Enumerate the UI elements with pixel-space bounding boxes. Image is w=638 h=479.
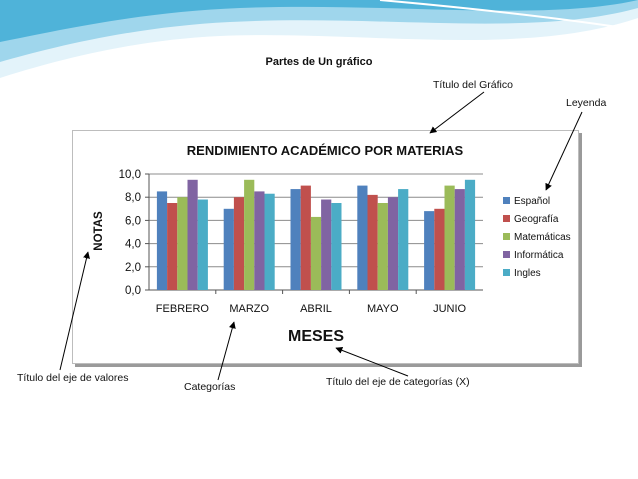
bar-marzo-2	[244, 179, 255, 290]
bar-mayo-0	[357, 185, 368, 290]
bar-febrero-1	[167, 203, 178, 290]
y-tick-label: 10,0	[119, 169, 141, 181]
callout-legend: Leyenda	[566, 97, 607, 109]
legend-swatch	[503, 215, 510, 222]
bar-junio-0	[424, 211, 435, 290]
banner-wave-dark	[0, 0, 638, 42]
legend-swatch	[503, 233, 510, 240]
chart: RENDIMIENTO ACADÉMICO POR MATERIAS 0,0 2,0…	[93, 143, 571, 345]
legend-entry: Ingles	[514, 268, 541, 279]
banner-wave-mid	[0, 0, 638, 62]
arrow-chart-title	[429, 91, 485, 134]
bar-marzo-1	[233, 197, 245, 290]
x-tick-label: FEBRERO	[156, 303, 210, 315]
bar-abril-2	[310, 216, 322, 290]
bar-mayo-2	[377, 203, 388, 290]
y-axis-title: NOTAS	[93, 211, 105, 251]
bar-febrero-4	[197, 199, 208, 290]
legend-swatch	[503, 251, 510, 258]
legend-swatch	[503, 269, 510, 276]
bar-junio-2	[444, 185, 455, 290]
bar-junio-3	[454, 189, 465, 290]
legend-swatch	[503, 197, 510, 204]
page-title: Partes de Un gráfico	[265, 56, 373, 68]
x-tick-label: ABRIL	[300, 303, 332, 315]
bar-marzo-0	[223, 208, 234, 290]
bar-febrero-0	[156, 191, 168, 290]
y-tick-label: 0,0	[125, 285, 141, 297]
x-tick-label: MAYO	[367, 303, 399, 315]
legend-entry: Informática	[514, 250, 564, 261]
callout-category-axis-title: Título del eje de categorías (X)	[326, 376, 470, 388]
bar-junio-4	[464, 179, 476, 290]
y-tick-label: 6,0	[125, 215, 141, 227]
chart-frame: RENDIMIENTO ACADÉMICO POR MATERIAS 0,0 2,0…	[72, 130, 579, 364]
bar-abril-3	[321, 199, 332, 290]
bar-marzo-3	[254, 191, 265, 290]
legend-entry: Geografía	[514, 214, 559, 225]
x-tick-label: MARZO	[229, 303, 269, 315]
chart-title: RENDIMIENTO ACADÉMICO POR MATERIAS	[187, 143, 464, 158]
y-tick-label: 4,0	[125, 239, 141, 251]
callout-value-axis-title: Título del eje de valores	[17, 372, 129, 384]
callout-chart-title: Título del Gráfico	[433, 79, 513, 91]
callout-categories: Categorías	[184, 381, 236, 393]
banner-swoosh-line	[379, 0, 638, 31]
y-tick-label: 8,0	[125, 192, 141, 204]
legend-entry: Español	[514, 196, 550, 207]
x-tick-label: JUNIO	[433, 303, 466, 315]
bar-abril-0	[290, 189, 301, 290]
bar-marzo-4	[264, 193, 275, 290]
legend-entry: Matemáticas	[514, 232, 571, 243]
decorative-banner	[0, 0, 638, 78]
bar-mayo-3	[387, 197, 399, 290]
bar-mayo-4	[398, 189, 409, 290]
bar-abril-4	[331, 203, 342, 290]
bar-abril-1	[300, 185, 311, 290]
y-tick-label: 2,0	[125, 262, 141, 274]
bar-mayo-1	[367, 194, 378, 290]
bar-febrero-3	[187, 179, 198, 290]
bar-febrero-2	[177, 197, 188, 290]
x-axis-title: MESES	[288, 328, 344, 345]
bar-junio-1	[434, 208, 445, 290]
